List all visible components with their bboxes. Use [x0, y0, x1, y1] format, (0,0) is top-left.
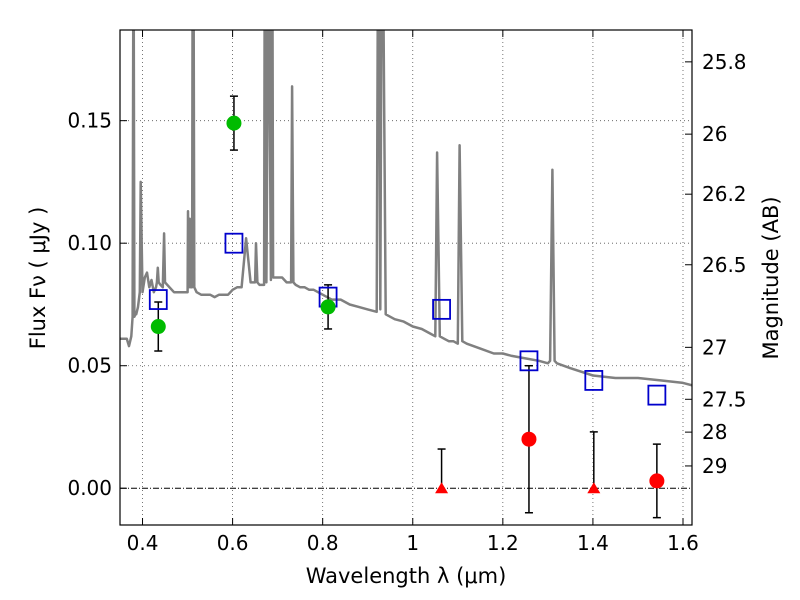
model-photometry-square [584, 370, 604, 391]
model-photometry-square [519, 350, 539, 372]
data-points [148, 115, 667, 494]
y2-tick-label: 27 [702, 335, 727, 359]
y2-axis-label: Magnitude (AB) [759, 196, 783, 359]
ticks [120, 30, 692, 525]
y-tick-label: 0.15 [67, 109, 112, 133]
model-photometry-square [224, 232, 244, 254]
x-tick-label: 1 [406, 531, 419, 555]
y-tick-label: 0.10 [67, 231, 112, 255]
model-photometry-square [647, 384, 667, 406]
x-axis-label: Wavelength λ (μm) [306, 564, 507, 588]
plot-frame [119, 29, 693, 526]
y-tick-labels: 0.00 0.05 0.10 0.15 [67, 109, 112, 501]
y2-tick-label: 26.2 [702, 182, 747, 206]
y2-tick-label: 26.5 [702, 253, 747, 277]
model-spectrum-line [120, 30, 692, 387]
detection-point [150, 319, 166, 335]
x-tick-label: 0.6 [217, 531, 249, 555]
x-tick-label: 1.2 [487, 531, 519, 555]
y-tick-label: 0.00 [67, 476, 112, 500]
upper-limit-triangle [587, 482, 601, 494]
model-spectrum-layer [120, 30, 692, 387]
detection-point [226, 115, 242, 131]
y2-tick-label: 25.8 [702, 50, 747, 74]
x-tick-label: 1.6 [667, 531, 699, 555]
model-photometry-square [148, 289, 168, 310]
errorbars [154, 95, 661, 519]
grid [120, 30, 692, 525]
x-tick-label: 0.4 [127, 531, 159, 555]
x-tick-labels: 0.4 0.6 0.8 1 1.2 1.4 1.6 [127, 531, 699, 555]
x-tick-label: 0.8 [307, 531, 339, 555]
y2-tick-label: 27.5 [702, 387, 747, 411]
x-tick-label: 1.4 [577, 531, 609, 555]
model-photometry-square [432, 298, 451, 320]
detection-point [320, 299, 336, 315]
y2-tick-label: 28 [702, 420, 727, 444]
non-detection-point [521, 431, 537, 447]
y2-tick-label: 26 [702, 122, 727, 146]
y2-tick-labels: 25.8 26 26.2 26.5 27 27.5 28 29 [702, 50, 747, 478]
y2-tick-label: 29 [702, 454, 727, 478]
y-tick-label: 0.05 [67, 354, 112, 378]
y-axis-label: Flux Fν ( μJy ) [26, 207, 50, 350]
upper-limit-triangle [435, 482, 449, 494]
non-detection-point [649, 473, 665, 489]
